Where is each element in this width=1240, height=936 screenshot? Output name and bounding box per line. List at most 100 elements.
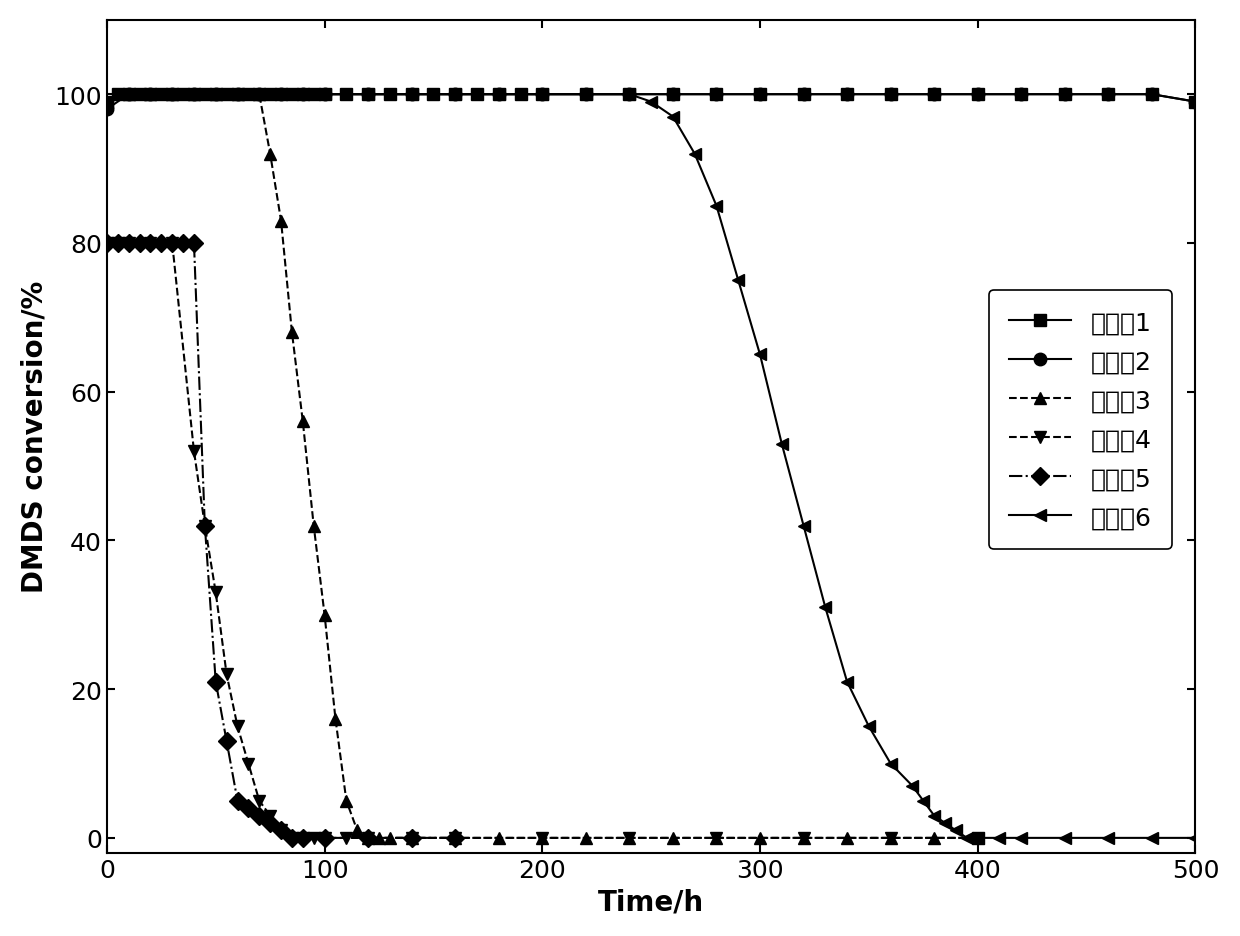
- 崇化剩1: [470, 90, 485, 101]
- 崇化剩4: [208, 587, 223, 598]
- 崇化剩2: [122, 90, 136, 101]
- 崇化剩6: [165, 90, 180, 101]
- 崇化剩5: [165, 238, 180, 249]
- 崇化剩6: [1014, 832, 1029, 843]
- 崇化剩5: [186, 238, 201, 249]
- 崇化剩5: [219, 736, 234, 747]
- 崇化剩6: [970, 832, 985, 843]
- 崇化剩2: [361, 90, 376, 101]
- 崇化剩6: [926, 810, 941, 821]
- 崇化剩1: [382, 90, 397, 101]
- 崇化剩4: [317, 832, 332, 843]
- 崇化剩1: [208, 90, 223, 101]
- 崇化剩3: [317, 609, 332, 621]
- 崇化剩6: [905, 781, 920, 792]
- 崇化剩3: [284, 328, 299, 339]
- 崇化剩6: [208, 90, 223, 101]
- 崇化剩5: [404, 832, 419, 843]
- 崇化剩6: [491, 90, 506, 101]
- 崇化剩5: [252, 810, 267, 821]
- 崇化剩4: [361, 832, 376, 843]
- 崇化剩6: [578, 90, 593, 101]
- 崇化剩6: [404, 90, 419, 101]
- 崇化剩4: [263, 810, 278, 821]
- 崇化剩3: [252, 90, 267, 101]
- 崇化剩4: [709, 832, 724, 843]
- 崇化剩6: [687, 149, 702, 160]
- 崇化剩2: [1145, 90, 1159, 101]
- 崇化剩5: [231, 796, 246, 807]
- 崇化剩4: [284, 832, 299, 843]
- 崇化剩3: [372, 832, 387, 843]
- 崇化剩1: [165, 90, 180, 101]
- 崇化剩3: [534, 832, 549, 843]
- 崇化剩6: [252, 90, 267, 101]
- 崇化剩1: [361, 90, 376, 101]
- 崇化剩5: [241, 803, 255, 814]
- 崇化剩1: [534, 90, 549, 101]
- 崇化剩3: [295, 417, 310, 428]
- 崇化剩2: [534, 90, 549, 101]
- 崇化剩1: [176, 90, 191, 101]
- 崇化剩3: [883, 832, 898, 843]
- 崇化剩6: [534, 90, 549, 101]
- 崇化剩5: [274, 825, 289, 836]
- 崇化剩6: [862, 721, 877, 732]
- 崇化剩6: [143, 90, 157, 101]
- 崇化剩1: [133, 90, 148, 101]
- 崇化剩3: [796, 832, 811, 843]
- 崇化剩6: [186, 90, 201, 101]
- 崇化剩1: [970, 90, 985, 101]
- 崇化剩6: [666, 111, 681, 123]
- 崇化剩1: [839, 90, 854, 101]
- 崇化剩3: [448, 832, 463, 843]
- 崇化剩5: [361, 832, 376, 843]
- 崇化剩1: [1101, 90, 1116, 101]
- 崇化剩4: [306, 832, 321, 843]
- 崇化剩1: [448, 90, 463, 101]
- 崇化剩6: [274, 90, 289, 101]
- 崇化剩2: [208, 90, 223, 101]
- 崇化剩4: [186, 446, 201, 458]
- 崇化剩3: [709, 832, 724, 843]
- 崇化剩1: [513, 90, 528, 101]
- 崇化剩6: [122, 90, 136, 101]
- 崇化剩2: [491, 90, 506, 101]
- 崇化剩4: [197, 520, 212, 532]
- 崇化剩1: [252, 90, 267, 101]
- 崇化剩4: [143, 238, 157, 249]
- 崇化剩4: [448, 832, 463, 843]
- 崇化剩6: [992, 832, 1007, 843]
- Line: 崇化剩6: 崇化剩6: [100, 89, 1202, 844]
- 崇化剩4: [339, 832, 353, 843]
- 崇化剩5: [154, 238, 169, 249]
- 崇化剩6: [231, 90, 246, 101]
- 崇化剩6: [1058, 832, 1073, 843]
- 崇化剩4: [122, 238, 136, 249]
- 崇化剩1: [154, 90, 169, 101]
- 崇化剩1: [99, 97, 114, 109]
- 崇化剩6: [916, 796, 931, 807]
- 崇化剩4: [231, 721, 246, 732]
- 崇化剩1: [883, 90, 898, 101]
- 崇化剩2: [143, 90, 157, 101]
- 崇化剩4: [219, 669, 234, 680]
- 崇化剩1: [1188, 97, 1203, 109]
- 崇化剩6: [937, 817, 952, 828]
- 崇化剩2: [666, 90, 681, 101]
- 崇化剩5: [263, 817, 278, 828]
- 崇化剩2: [404, 90, 419, 101]
- 崇化剩4: [241, 758, 255, 769]
- 崇化剩2: [252, 90, 267, 101]
- 崇化剩1: [1145, 90, 1159, 101]
- 崇化剩1: [110, 90, 125, 101]
- 崇化剩5: [143, 238, 157, 249]
- 崇化剩6: [753, 349, 768, 360]
- 崇化剩5: [208, 677, 223, 688]
- 崇化剩6: [960, 832, 975, 843]
- 崇化剩1: [427, 90, 441, 101]
- 崇化剩2: [99, 104, 114, 115]
- Line: 崇化剩5: 崇化剩5: [100, 238, 461, 844]
- 崇化剩3: [926, 832, 941, 843]
- 崇化剩1: [186, 90, 201, 101]
